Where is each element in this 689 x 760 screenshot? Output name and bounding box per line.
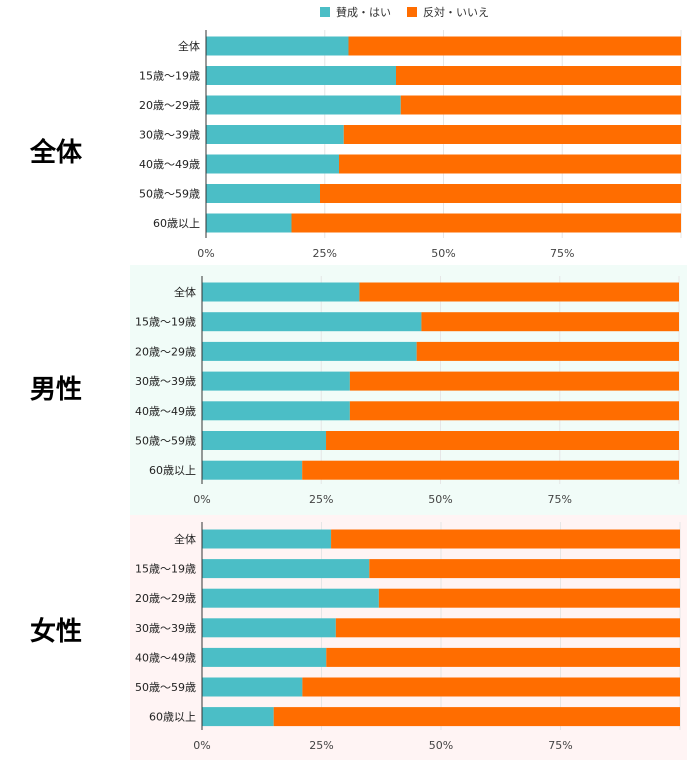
male-bar-yes-2 bbox=[202, 341, 417, 361]
all-category-label-5: 50歳〜59歳 bbox=[139, 188, 200, 201]
female-bar-yes-3 bbox=[202, 618, 336, 638]
female-bar-no-3 bbox=[335, 618, 680, 638]
legend-label-no: 反対・いいえ bbox=[423, 6, 489, 19]
female-category-label-5: 50歳〜59歳 bbox=[135, 681, 196, 694]
female-bar-yes-1 bbox=[202, 559, 370, 579]
male-x-tick-label-1: 25% bbox=[309, 493, 333, 506]
male-bar-yes-1 bbox=[202, 312, 422, 332]
male-category-label-0: 全体 bbox=[174, 285, 196, 299]
female-bar-yes-6 bbox=[202, 707, 274, 727]
male-category-label-4: 40歳〜49歳 bbox=[135, 405, 196, 418]
male-bar-yes-0 bbox=[202, 282, 360, 302]
female-bar-no-0 bbox=[331, 529, 680, 549]
female-bar-yes-5 bbox=[202, 677, 303, 697]
male-bar-no-6 bbox=[302, 460, 679, 480]
male-category-label-6: 60歳以上 bbox=[149, 464, 196, 477]
female-x-tick-label-2: 50% bbox=[429, 739, 453, 752]
section-label-male: 男性 bbox=[30, 375, 83, 405]
female-x-tick-label-0: 0% bbox=[193, 739, 210, 752]
all-bar-no-0 bbox=[348, 36, 681, 56]
all-bar-yes-0 bbox=[206, 36, 349, 56]
all-bar-no-6 bbox=[291, 213, 681, 233]
female-category-label-1: 15歳〜19歳 bbox=[135, 563, 196, 576]
male-x-tick-label-2: 50% bbox=[428, 493, 452, 506]
legend-swatch-no bbox=[407, 7, 417, 17]
all-category-label-0: 全体 bbox=[178, 39, 200, 53]
legend-label-yes: 賛成・はい bbox=[336, 6, 391, 19]
male-bar-yes-5 bbox=[202, 431, 327, 450]
female-category-label-0: 全体 bbox=[174, 532, 196, 546]
male-bar-no-3 bbox=[349, 371, 679, 391]
all-category-label-4: 40歳〜49歳 bbox=[139, 158, 200, 171]
male-x-tick-label-0: 0% bbox=[193, 493, 210, 506]
female-bar-no-1 bbox=[369, 559, 680, 579]
male-bar-no-5 bbox=[326, 431, 679, 450]
male-bar-no-2 bbox=[416, 341, 679, 361]
female-bar-no-2 bbox=[378, 588, 680, 608]
female-bar-no-6 bbox=[273, 707, 680, 727]
male-bar-yes-3 bbox=[202, 371, 350, 391]
all-category-label-1: 15歳〜19歳 bbox=[139, 70, 200, 83]
all-bar-yes-2 bbox=[206, 95, 401, 115]
male-bar-no-0 bbox=[359, 282, 679, 302]
all-bar-no-4 bbox=[339, 154, 681, 174]
all-bar-no-2 bbox=[400, 95, 681, 115]
female-category-label-3: 30歳〜39歳 bbox=[135, 622, 196, 635]
female-bar-no-5 bbox=[302, 677, 680, 697]
female-category-label-4: 40歳〜49歳 bbox=[135, 651, 196, 664]
male-bar-yes-4 bbox=[202, 401, 350, 421]
all-category-label-6: 60歳以上 bbox=[153, 217, 200, 230]
legend-item-yes[interactable]: 賛成・はい bbox=[320, 4, 391, 20]
all-bar-yes-4 bbox=[206, 154, 339, 174]
male-category-label-1: 15歳〜19歳 bbox=[135, 316, 196, 329]
all-bar-no-3 bbox=[343, 125, 681, 144]
all-category-label-3: 30歳〜39歳 bbox=[139, 129, 200, 142]
chart-legend: 賛成・はい 反対・いいえ bbox=[320, 4, 505, 20]
all-bar-yes-3 bbox=[206, 125, 344, 144]
female-bar-yes-0 bbox=[202, 529, 332, 549]
all-x-tick-label-3: 75% bbox=[550, 247, 574, 260]
all-bar-no-5 bbox=[320, 184, 681, 203]
male-bar-yes-6 bbox=[202, 460, 303, 480]
all-category-label-2: 20歳〜29歳 bbox=[139, 99, 200, 112]
all-bar-yes-1 bbox=[206, 66, 396, 85]
female-category-label-6: 60歳以上 bbox=[149, 711, 196, 724]
all-bar-no-1 bbox=[396, 66, 681, 85]
female-category-label-2: 20歳〜29歳 bbox=[135, 592, 196, 605]
section-label-all: 全体 bbox=[30, 138, 83, 168]
male-x-tick-label-3: 75% bbox=[548, 493, 572, 506]
female-bar-yes-2 bbox=[202, 588, 379, 608]
male-bar-no-1 bbox=[421, 312, 679, 332]
all-x-tick-label-1: 25% bbox=[313, 247, 337, 260]
male-bar-no-4 bbox=[349, 401, 679, 421]
all-bar-yes-5 bbox=[206, 184, 320, 203]
all-x-tick-label-0: 0% bbox=[197, 247, 214, 260]
female-x-tick-label-1: 25% bbox=[309, 739, 333, 752]
female-bar-yes-4 bbox=[202, 647, 327, 667]
male-category-label-5: 50歳〜59歳 bbox=[135, 435, 196, 448]
section-label-female: 女性 bbox=[30, 617, 83, 647]
all-x-tick-label-2: 50% bbox=[431, 247, 455, 260]
female-x-tick-label-3: 75% bbox=[548, 739, 572, 752]
male-category-label-3: 30歳〜39歳 bbox=[135, 375, 196, 388]
male-category-label-2: 20歳〜29歳 bbox=[135, 345, 196, 358]
legend-item-no[interactable]: 反対・いいえ bbox=[407, 4, 489, 20]
legend-swatch-yes bbox=[320, 7, 330, 17]
all-bar-yes-6 bbox=[206, 213, 292, 233]
female-bar-no-4 bbox=[326, 647, 680, 667]
